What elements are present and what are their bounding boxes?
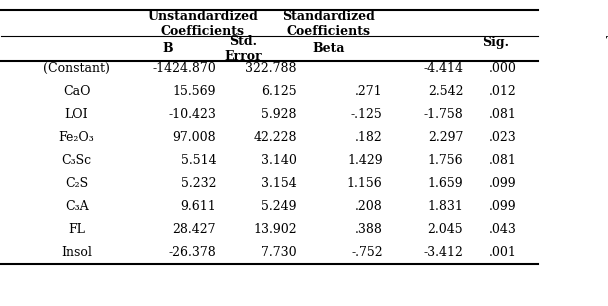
Text: Sig.: Sig. [482,36,509,49]
Text: -3.412: -3.412 [423,246,463,259]
Text: 5.232: 5.232 [181,177,216,190]
Text: 9.611: 9.611 [181,200,216,213]
Text: 5.514: 5.514 [181,154,216,167]
Text: C₃Sc: C₃Sc [61,154,92,167]
Text: 2.542: 2.542 [427,85,463,98]
Text: Unstandardized
Coefficients: Unstandardized Coefficients [147,10,258,38]
Text: .099: .099 [489,200,517,213]
Text: CaO: CaO [63,85,91,98]
Text: 13.902: 13.902 [253,223,297,236]
Text: 2.297: 2.297 [428,131,463,144]
Text: Insol: Insol [61,246,92,259]
Text: 322.788: 322.788 [245,62,297,75]
Text: C₃A: C₃A [65,200,88,213]
Text: B: B [162,42,173,55]
Text: 5.249: 5.249 [261,200,297,213]
Text: .081: .081 [489,154,517,167]
Text: .182: .182 [355,131,382,144]
Text: 15.569: 15.569 [173,85,216,98]
Text: LOI: LOI [65,108,88,121]
Text: 42.228: 42.228 [253,131,297,144]
Text: C₂S: C₂S [65,177,88,190]
Text: .001: .001 [489,246,517,259]
Text: .271: .271 [355,85,382,98]
Text: Standardized
Coefficients: Standardized Coefficients [283,10,375,38]
Text: Fe₂O₃: Fe₂O₃ [59,131,94,144]
Text: .099: .099 [489,177,517,190]
Text: 97.008: 97.008 [173,131,216,144]
Text: T: T [606,36,608,49]
Text: 1.429: 1.429 [347,154,382,167]
Text: 5.928: 5.928 [261,108,297,121]
Text: -.752: -.752 [351,246,382,259]
Text: Std.
Error: Std. Error [224,35,262,62]
Text: 28.427: 28.427 [173,223,216,236]
Text: -26.378: -26.378 [168,246,216,259]
Text: FL: FL [68,223,85,236]
Text: -1424.870: -1424.870 [153,62,216,75]
Text: 1.156: 1.156 [347,177,382,190]
Text: 1.659: 1.659 [427,177,463,190]
Text: 1.831: 1.831 [427,200,463,213]
Text: 3.154: 3.154 [261,177,297,190]
Text: 3.140: 3.140 [261,154,297,167]
Text: .043: .043 [489,223,517,236]
Text: .388: .388 [355,223,382,236]
Text: -4.414: -4.414 [423,62,463,75]
Text: 2.045: 2.045 [427,223,463,236]
Text: .012: .012 [489,85,517,98]
Text: (Constant): (Constant) [43,62,110,75]
Text: 6.125: 6.125 [261,85,297,98]
Text: .023: .023 [489,131,517,144]
Text: 7.730: 7.730 [261,246,297,259]
Text: -.125: -.125 [351,108,382,121]
Text: Beta: Beta [313,42,345,55]
Text: .081: .081 [489,108,517,121]
Text: 1.756: 1.756 [427,154,463,167]
Text: .000: .000 [489,62,517,75]
Text: -1.758: -1.758 [423,108,463,121]
Text: .208: .208 [355,200,382,213]
Text: -10.423: -10.423 [168,108,216,121]
